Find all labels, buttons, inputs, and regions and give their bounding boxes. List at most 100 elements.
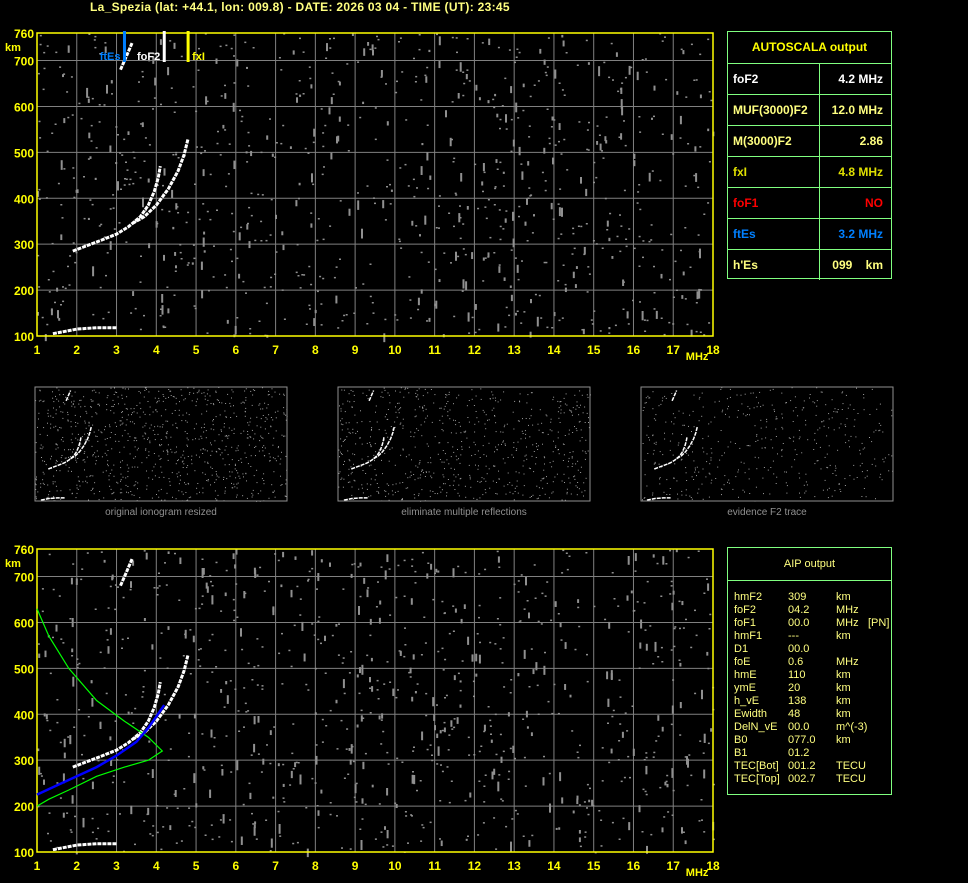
noise-dot bbox=[412, 750, 415, 752]
noise-dot bbox=[866, 470, 868, 472]
noise-dot bbox=[833, 411, 835, 413]
noise-dot bbox=[219, 45, 222, 48]
noise-dot bbox=[626, 311, 629, 319]
noise-dot bbox=[449, 409, 451, 411]
noise-dot bbox=[107, 450, 109, 451]
noise-dot bbox=[648, 172, 651, 182]
noise-dot bbox=[580, 466, 582, 468]
noise-dot bbox=[801, 452, 803, 454]
noise-dot bbox=[119, 451, 121, 453]
noise-dot bbox=[255, 445, 257, 447]
y-tick-label: 700 bbox=[14, 571, 34, 585]
noise-dot bbox=[360, 465, 362, 467]
noise-dot bbox=[234, 465, 236, 466]
noise-dot bbox=[274, 273, 277, 275]
noise-dot bbox=[271, 484, 273, 486]
y-tick-label: 400 bbox=[14, 192, 34, 206]
noise-dot bbox=[164, 719, 167, 721]
noise-dot bbox=[390, 189, 393, 192]
noise-dot bbox=[350, 389, 352, 391]
noise-dot bbox=[485, 217, 488, 220]
noise-dot bbox=[469, 478, 471, 480]
noise-dot bbox=[511, 818, 514, 820]
noise-dot bbox=[241, 648, 244, 651]
noise-dot bbox=[87, 716, 90, 718]
noise-dot bbox=[448, 632, 451, 635]
noise-dot bbox=[617, 90, 620, 93]
noise-dot bbox=[211, 450, 213, 452]
noise-dot bbox=[638, 184, 641, 186]
noise-dot bbox=[180, 55, 183, 58]
noise-dot bbox=[271, 388, 273, 390]
noise-dot bbox=[127, 711, 130, 714]
noise-dot bbox=[162, 184, 164, 187]
noise-dot bbox=[92, 313, 95, 316]
noise-dot bbox=[696, 291, 699, 300]
noise-dot bbox=[592, 240, 595, 242]
noise-dot bbox=[430, 475, 432, 477]
noise-dot bbox=[356, 422, 358, 424]
noise-dot bbox=[128, 388, 129, 390]
noise-dot bbox=[283, 412, 285, 414]
noise-dot bbox=[239, 109, 241, 112]
noise-dot bbox=[663, 816, 666, 818]
x-tick-label: 11 bbox=[428, 343, 441, 357]
noise-dot bbox=[380, 566, 383, 568]
noise-dot bbox=[162, 326, 165, 329]
noise-dot bbox=[94, 177, 97, 180]
noise-dot bbox=[189, 629, 192, 631]
noise-dot bbox=[838, 427, 840, 429]
noise-dot bbox=[587, 450, 589, 452]
noise-dot bbox=[543, 477, 545, 479]
noise-dot bbox=[398, 650, 401, 652]
noise-dot bbox=[360, 709, 363, 712]
noise-dot bbox=[799, 496, 801, 498]
noise-dot bbox=[55, 485, 57, 487]
noise-dot bbox=[237, 482, 239, 484]
noise-dot bbox=[576, 64, 579, 66]
noise-dot bbox=[657, 656, 660, 658]
noise-dot bbox=[273, 726, 276, 728]
noise-dot bbox=[232, 553, 235, 560]
noise-dot bbox=[96, 450, 98, 452]
noise-dot bbox=[52, 391, 53, 393]
noise-dot bbox=[82, 481, 84, 483]
noise-dot bbox=[526, 240, 529, 242]
noise-dot bbox=[618, 740, 621, 742]
noise-dot bbox=[404, 644, 407, 646]
noise-dot bbox=[523, 485, 525, 487]
noise-dot bbox=[204, 395, 206, 397]
noise-dot bbox=[559, 422, 561, 423]
noise-dot bbox=[224, 492, 226, 494]
noise-dot bbox=[698, 488, 700, 490]
noise-dot bbox=[202, 237, 205, 247]
noise-dot bbox=[482, 257, 485, 261]
noise-dot bbox=[530, 732, 533, 737]
noise-dot bbox=[134, 446, 136, 448]
noise-dot bbox=[528, 187, 531, 189]
noise-dot bbox=[99, 53, 102, 55]
noise-dot bbox=[237, 445, 239, 447]
noise-dot bbox=[57, 182, 60, 185]
noise-dot bbox=[500, 798, 503, 800]
noise-dot bbox=[282, 783, 285, 787]
noise-dot bbox=[437, 493, 439, 495]
noise-dot bbox=[769, 493, 771, 495]
noise-dot bbox=[365, 473, 367, 474]
noise-dot bbox=[210, 444, 212, 446]
noise-dot bbox=[582, 450, 584, 452]
noise-dot bbox=[682, 831, 685, 833]
noise-dot bbox=[134, 437, 136, 439]
noise-dot bbox=[90, 406, 92, 408]
noise-dot bbox=[76, 461, 78, 463]
noise-dot bbox=[565, 393, 567, 395]
noise-dot bbox=[345, 748, 348, 750]
noise-dot bbox=[538, 487, 540, 489]
noise-dot bbox=[414, 416, 416, 418]
noise-dot bbox=[130, 491, 132, 492]
noise-dot bbox=[484, 774, 487, 776]
noise-dot bbox=[335, 699, 338, 704]
noise-dot bbox=[79, 485, 81, 487]
noise-dot bbox=[621, 82, 624, 84]
aip-param: foE bbox=[734, 656, 751, 668]
